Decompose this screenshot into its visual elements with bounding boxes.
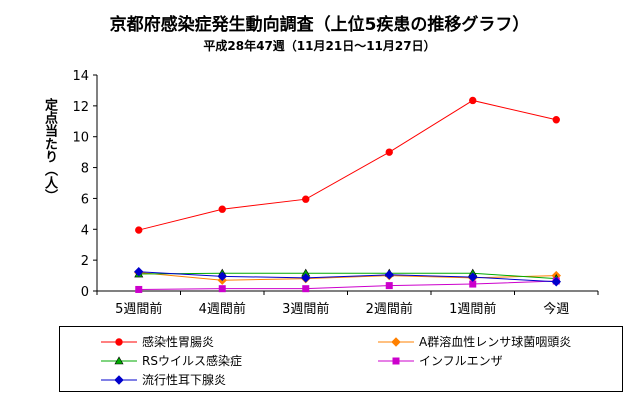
x-tick-label: 4週間前 xyxy=(199,301,246,317)
data-point xyxy=(385,282,393,290)
series-line xyxy=(138,99,557,231)
x-tick-label: 今週 xyxy=(543,301,569,317)
x-tick-label: 5週間前 xyxy=(115,301,162,317)
x-tick-label: 3週間前 xyxy=(282,301,329,317)
series-group xyxy=(135,96,560,234)
legend-swatch xyxy=(378,357,414,365)
chart-title: 京都府感染症発生動向調査（上位5疾患の推移グラフ） xyxy=(109,15,530,35)
y-tick-label: 10 xyxy=(72,131,89,146)
legend-marker xyxy=(391,337,401,347)
legend-label: 流行性耳下腺炎 xyxy=(142,373,227,387)
y-tick-label: 0 xyxy=(81,285,89,300)
data-point xyxy=(135,285,143,293)
data-point xyxy=(552,116,560,124)
y-tick-label: 8 xyxy=(81,162,89,177)
legend-label: RSウイルス感染症 xyxy=(142,354,242,368)
y-tick-label: 14 xyxy=(72,69,89,84)
x-tick-label: 2週間前 xyxy=(366,301,413,317)
data-point xyxy=(469,280,477,288)
data-point xyxy=(302,195,310,203)
series-line xyxy=(138,271,557,283)
data-point xyxy=(217,271,227,282)
data-point xyxy=(385,148,393,156)
legend: 感染性胃腸炎 A群溶血性レンサ球菌咽頭炎 RSウイルス感染症 インフルエンザ流行性耳下… xyxy=(59,326,623,392)
y-tick-label: 12 xyxy=(72,100,89,115)
legend-label: インフルエンザ xyxy=(419,354,503,368)
x-tick-label: 1週間前 xyxy=(449,301,496,317)
series-line xyxy=(138,280,557,290)
y-tick-label: 4 xyxy=(81,223,89,238)
y-tick-label: 6 xyxy=(81,192,89,207)
data-point xyxy=(218,205,226,213)
series-line xyxy=(138,272,557,280)
legend-marker xyxy=(114,356,124,365)
legend-swatch xyxy=(101,338,137,346)
data-point xyxy=(384,270,394,280)
legend-swatch xyxy=(378,337,414,347)
legend-marker xyxy=(114,375,124,385)
legend-swatch xyxy=(101,356,137,365)
legend-swatch xyxy=(101,375,137,385)
data-point xyxy=(218,285,226,293)
legend-label: A群溶血性レンサ球菌咽頭炎 xyxy=(419,335,572,349)
data-point xyxy=(134,267,144,277)
data-point xyxy=(551,277,561,287)
data-point xyxy=(468,272,478,282)
data-point xyxy=(135,226,143,234)
data-point xyxy=(469,96,477,105)
legend-marker xyxy=(392,357,400,365)
legend-label: 感染性胃腸炎 xyxy=(142,335,215,349)
chart-subtitle: 平成28年47週（11月21日～11月27日） xyxy=(203,39,436,53)
series-group xyxy=(135,277,560,293)
data-point xyxy=(302,285,310,293)
data-point xyxy=(301,273,311,283)
legend-marker xyxy=(115,338,123,346)
y-tick-label: 2 xyxy=(81,254,89,269)
y-axis-label: 定点当たり（人） xyxy=(42,98,57,202)
series-group xyxy=(134,267,561,287)
